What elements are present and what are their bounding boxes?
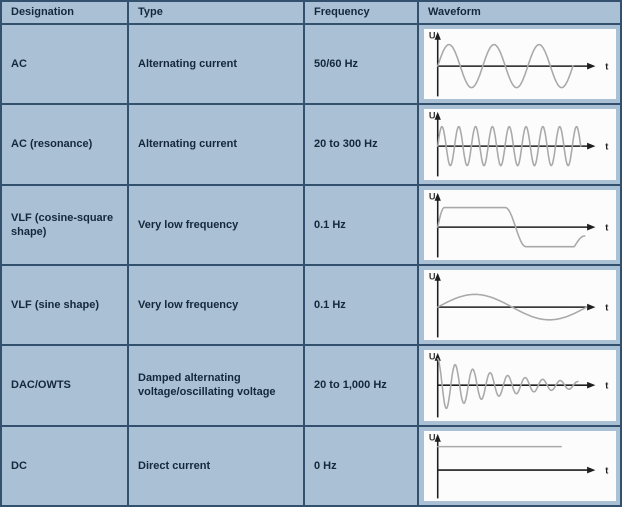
cell-frequency: 0.1 Hz: [305, 185, 417, 264]
cell-designation: AC (resonance): [2, 105, 127, 184]
waveform-curve: [436, 43, 574, 89]
u-axis-arrow-icon: [434, 192, 441, 201]
t-axis-label: t: [605, 465, 608, 475]
cell-frequency: 0 Hz: [305, 426, 417, 505]
col-header-frequency: Frequency: [305, 2, 417, 23]
waveform-svg: Ut: [429, 432, 608, 499]
cell-type: Direct current: [129, 426, 303, 505]
cell-type: Very low frequency: [129, 185, 303, 264]
cell-designation: AC: [2, 25, 127, 104]
u-axis-label: U: [429, 271, 436, 281]
col-header-waveform: Waveform: [419, 2, 620, 23]
col-header-type: Type: [129, 2, 303, 23]
waveform-curve: [436, 358, 579, 410]
waveform-curve: [436, 206, 586, 248]
t-axis-label: t: [605, 142, 608, 152]
waveform-curve: [436, 293, 588, 321]
cell-frequency: 0.1 Hz: [305, 266, 417, 345]
cell-frequency: 50/60 Hz: [305, 25, 417, 104]
u-axis-arrow-icon: [434, 112, 441, 121]
u-axis-label: U: [429, 191, 436, 201]
t-axis-arrow-icon: [587, 303, 596, 311]
cell-type: Very low frequency: [129, 266, 303, 345]
t-axis-label: t: [605, 381, 608, 391]
u-axis-arrow-icon: [434, 272, 441, 281]
u-axis-label: U: [429, 432, 436, 442]
u-axis-label: U: [429, 30, 436, 40]
u-axis-arrow-icon: [434, 353, 441, 362]
cell-type: Damped alternating voltage/oscillating v…: [129, 346, 303, 425]
t-axis-label: t: [605, 62, 608, 72]
t-axis-label: t: [605, 303, 608, 313]
u-axis-label: U: [429, 111, 436, 121]
waveform-svg: Ut: [429, 352, 608, 418]
t-axis-arrow-icon: [587, 382, 596, 389]
cell-type: Alternating current: [129, 25, 303, 104]
u-axis-label: U: [429, 352, 436, 362]
cell-type: Alternating current: [129, 105, 303, 184]
cell-designation: VLF (cosine-square shape): [2, 185, 127, 264]
t-axis-arrow-icon: [587, 466, 596, 474]
cell-designation: VLF (sine shape): [2, 266, 127, 345]
t-axis-arrow-icon: [587, 143, 596, 150]
waveform-svg: Ut: [429, 30, 608, 97]
u-axis-arrow-icon: [434, 433, 441, 442]
cell-frequency: 20 to 300 Hz: [305, 105, 417, 184]
t-axis-arrow-icon: [587, 62, 596, 70]
col-header-designation: Designation: [2, 2, 127, 23]
t-axis-arrow-icon: [587, 223, 596, 231]
waveform-svg: Ut: [429, 271, 608, 338]
cell-frequency: 20 to 1,000 Hz: [305, 346, 417, 425]
cell-designation: DAC/OWTS: [2, 346, 127, 425]
u-axis-arrow-icon: [434, 31, 441, 40]
waveform-curve: [436, 126, 582, 167]
waveform-svg: Ut: [429, 191, 608, 258]
cell-designation: DC: [2, 426, 127, 505]
waveform-svg: Ut: [429, 111, 608, 177]
t-axis-label: t: [605, 222, 608, 232]
